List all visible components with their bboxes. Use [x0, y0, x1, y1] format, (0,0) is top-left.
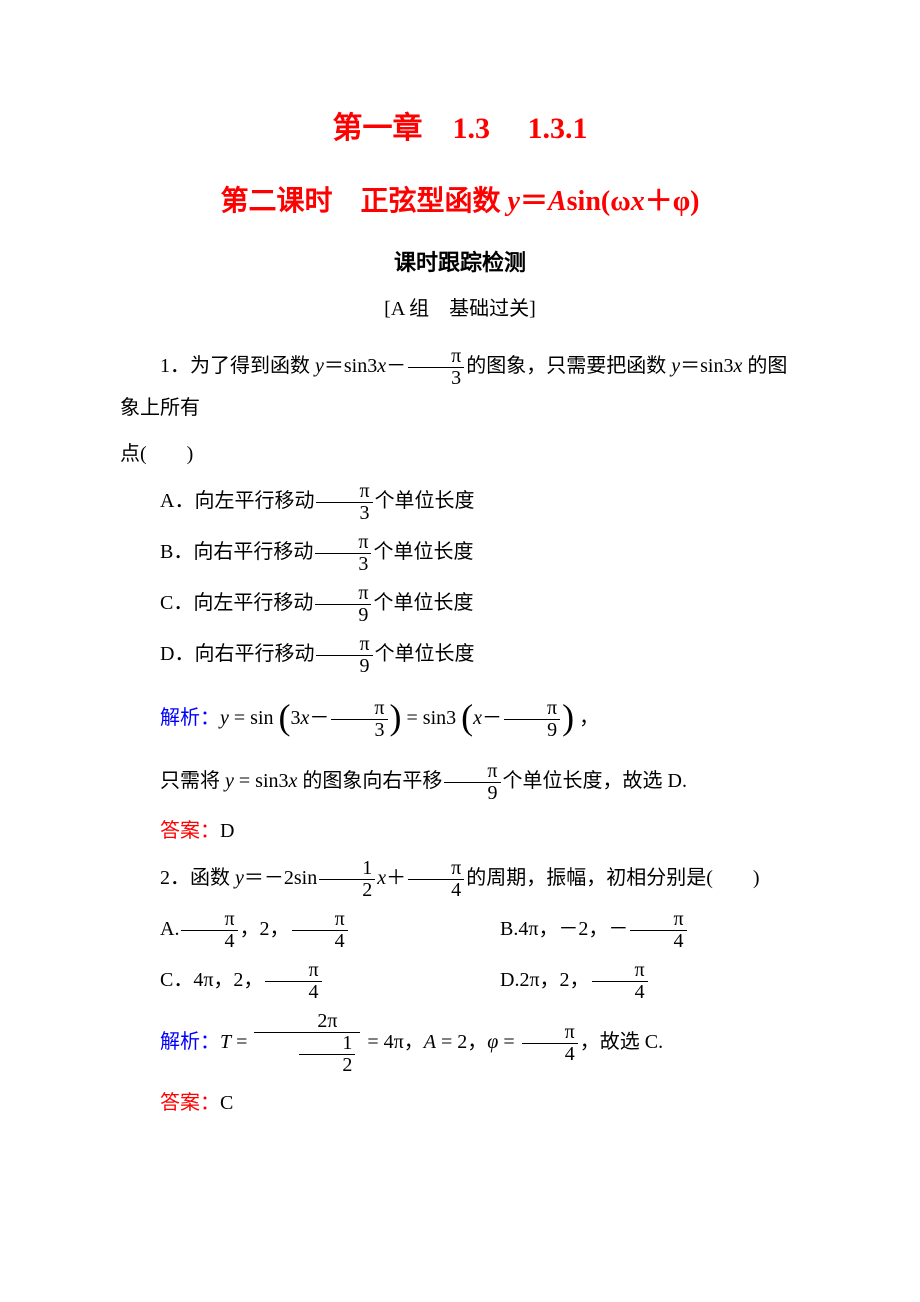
q1-optC-frac: π9: [313, 592, 373, 614]
q1-option-c: C．向左平行移动π9个单位长度: [120, 583, 800, 626]
q1-answer: 答案：D: [120, 812, 800, 850]
q2-stem-c: 的周期，振幅，初相分别是( ): [466, 867, 759, 889]
q1-stem-a: 1．为了得到函数: [160, 355, 315, 377]
q1-al2-b: y = sin3x: [225, 770, 297, 792]
q2-option-d: D.2π，2，π4: [460, 960, 800, 1003]
q1-optD-post: 个单位长度: [375, 643, 475, 665]
answer-label: 答案：: [160, 1092, 220, 1114]
q1-analysis-line2: 只需将 y = sin3x 的图象向右平移π9个单位长度，故选 D.: [120, 761, 800, 804]
q2-stem: 2．函数 y＝－2sin12x＋π4的周期，振幅，初相分别是( ): [120, 858, 800, 901]
q1-stem-formula1: y＝sin3x－π3: [315, 355, 466, 377]
q1-option-a: A．向左平行移动π3个单位长度: [120, 481, 800, 524]
q1-stem-formula2: y＝sin3x: [671, 355, 742, 377]
q1-optA-frac: π3: [314, 490, 374, 512]
lesson-title-prefix: 第二课时 正弦型函数: [220, 186, 507, 217]
q1-answer-value: D: [220, 820, 234, 842]
q1-stem-line1: 1．为了得到函数 y＝sin3x－π3的图象，只需要把函数 y＝sin3x 的图…: [120, 346, 800, 427]
q1-analysis-line1: 解析：y = sin (3x－π3) = sin3 (x－π9) ，: [120, 685, 800, 753]
q2-answer-value: C: [220, 1092, 233, 1114]
q1-optD-pre: D．向右平行移动: [160, 643, 314, 665]
q2-options-row1: A.π4，2，π4 B.4π，－2，－π4: [120, 909, 800, 952]
analysis-label: 解析：: [160, 1031, 220, 1053]
q1-stem-c: 的图象，只需要把函数: [466, 355, 671, 377]
q2-analysis: 解析：T = 2π12 = 4π，A = 2，φ = π4，故选 C.: [120, 1011, 800, 1076]
answer-label: 答案：: [160, 820, 220, 842]
q2-analysis-expr: T = 2π12 = 4π，A = 2，φ = π4，故选 C.: [220, 1031, 663, 1053]
lesson-title-formula: y＝Asin(ωx＋φ): [508, 186, 700, 217]
q1-option-b: B．向右平行移动π3个单位长度: [120, 532, 800, 575]
page-content: 第一章 1.3 1.3.1 第二课时 正弦型函数 y＝Asin(ωx＋φ) 课时…: [0, 0, 920, 1190]
q1-optA-post: 个单位长度: [375, 490, 475, 512]
q1-optB-frac: π3: [313, 541, 373, 563]
q1-optA-pre: A．向左平行移动: [160, 490, 314, 512]
q1-optC-post: 个单位长度: [373, 592, 473, 614]
q1-optC-pre: C．向左平行移动: [160, 592, 313, 614]
q1-optD-frac: π9: [314, 643, 374, 665]
q2-answer: 答案：C: [120, 1084, 800, 1122]
q1-al2-frac: π9: [442, 770, 502, 792]
q2-stem-a: 2．函数: [160, 867, 235, 889]
q1-analysis-expr1: y = sin (3x－π3) = sin3 (x－π9) ，: [220, 707, 599, 729]
q1-al2-d: 个单位长度，故选 D.: [503, 770, 687, 792]
q1-al2-a: 只需将: [160, 770, 225, 792]
q2-stem-formula: y＝－2sin12x＋π4: [235, 867, 466, 889]
q1-optB-pre: B．向右平行移动: [160, 541, 313, 563]
chapter-title: 第一章 1.3 1.3.1: [120, 100, 800, 157]
subtitle: 课时跟踪检测: [120, 242, 800, 284]
q2-option-a: A.π4，2，π4: [120, 909, 460, 952]
q2-option-b: B.4π，－2，－π4: [460, 909, 800, 952]
q1-option-d: D．向右平行移动π9个单位长度: [120, 634, 800, 677]
analysis-label: 解析：: [160, 707, 220, 729]
q1-optB-post: 个单位长度: [373, 541, 473, 563]
section-label: [A 组 基础过关]: [120, 290, 800, 328]
q2-options-row2: C．4π，2，π4 D.2π，2，π4: [120, 960, 800, 1003]
lesson-title: 第二课时 正弦型函数 y＝Asin(ωx＋φ): [120, 175, 800, 228]
q1-stem-line2: 点( ): [120, 435, 800, 473]
q1-al2-c: 的图象向右平移: [297, 770, 442, 792]
q2-option-c: C．4π，2，π4: [120, 960, 460, 1003]
